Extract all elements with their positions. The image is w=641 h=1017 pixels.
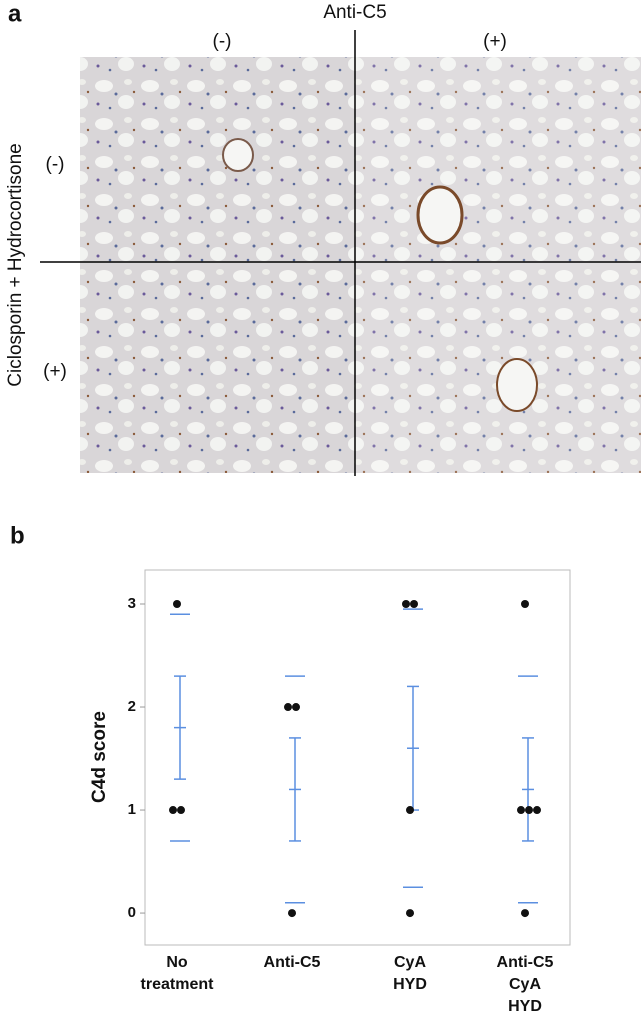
data-point [525, 806, 533, 815]
panel-label: b [10, 522, 25, 549]
data-point [533, 806, 541, 815]
x-tick-label: CyA [394, 954, 426, 971]
micrograph [355, 262, 641, 473]
data-point [173, 599, 181, 608]
column-title: Anti-C5 [323, 2, 386, 23]
y-tick-label: 1 [128, 801, 136, 818]
data-point [402, 599, 410, 608]
data-point [521, 599, 529, 608]
x-tick-label: CyA [509, 976, 541, 993]
column-label: (+) [483, 31, 507, 52]
data-point [284, 703, 292, 712]
panel-label: a [8, 0, 22, 27]
vessel [222, 138, 254, 172]
micrograph [80, 262, 355, 473]
x-tick-label: No [166, 954, 188, 971]
y-tick-label: 0 [128, 904, 136, 921]
x-tick-label: HYD [393, 976, 427, 993]
data-point [288, 909, 296, 918]
x-tick-label: Anti-C5 [497, 954, 554, 971]
plot-frame [144, 569, 571, 946]
x-tick-label: Anti-C5 [264, 954, 321, 971]
micrograph [355, 57, 641, 262]
x-tick-label: treatment [141, 976, 215, 993]
y-tick-label: 3 [128, 595, 136, 612]
data-point [169, 806, 177, 815]
row-title: Ciclosporin + Hydrocortisone [5, 143, 26, 386]
data-point [521, 909, 529, 918]
y-axis-label: C4d score [89, 711, 110, 803]
y-tick-label: 2 [128, 698, 136, 715]
row-label: (-) [46, 154, 65, 175]
vessel [496, 358, 538, 412]
data-point [292, 703, 300, 712]
column-label: (-) [213, 31, 232, 52]
data-point [517, 806, 525, 815]
micrograph [80, 57, 355, 262]
data-point [177, 806, 185, 815]
micrographs [80, 57, 641, 473]
data-point [410, 599, 418, 608]
vessel [416, 185, 464, 245]
data-point [406, 806, 414, 815]
data-point [406, 909, 414, 918]
row-label: (+) [43, 361, 67, 382]
x-tick-label: HYD [508, 998, 542, 1015]
